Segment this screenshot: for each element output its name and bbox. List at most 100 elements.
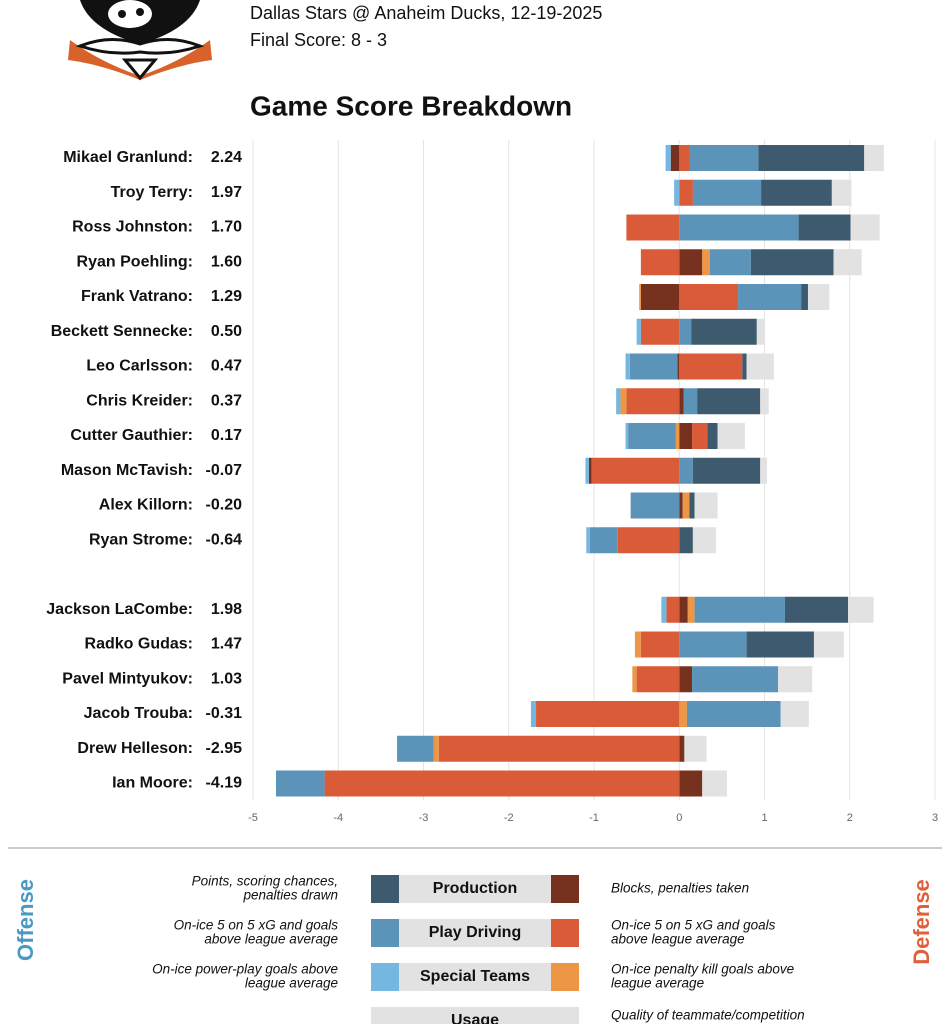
bar-segment	[798, 214, 851, 241]
offense-note: above league average	[204, 932, 338, 947]
game-score: -0.64	[206, 531, 243, 548]
bar-segment	[683, 388, 698, 415]
player-name: Ian Moore:	[112, 775, 193, 792]
bar-segment	[687, 596, 695, 623]
bar-segment	[848, 596, 874, 623]
defense-note: On-ice penalty kill goals above	[611, 962, 794, 977]
game-score: -4.19	[206, 775, 243, 792]
game-score: 1.60	[211, 253, 242, 270]
matchup: Dallas Stars @ Anaheim Ducks, 12-19-2025	[250, 3, 602, 23]
bar-segment	[630, 492, 680, 519]
offense-note: penalties drawn	[242, 888, 338, 903]
player-name: Troy Terry:	[111, 184, 193, 201]
bar-segment	[760, 388, 769, 415]
bar-segment	[666, 596, 680, 623]
legend-label-box	[371, 1007, 579, 1024]
x-tick-label: -3	[419, 812, 429, 824]
legend-label-box	[399, 919, 551, 947]
bar-segment	[679, 179, 693, 206]
bar-segment	[689, 145, 759, 171]
player-name: Leo Carlsson:	[86, 358, 193, 375]
bar-segment	[738, 284, 802, 310]
x-tick-label: -2	[504, 812, 514, 824]
legend-swatch	[551, 875, 579, 903]
legend-swatch	[551, 963, 579, 991]
bar-segment	[628, 423, 676, 449]
game-score: -2.95	[206, 740, 243, 757]
defense-note: above league average	[611, 932, 745, 947]
bar-segment	[276, 770, 325, 797]
bar-segment	[761, 179, 832, 206]
player-name: Mason McTavish:	[61, 462, 193, 479]
bar-segment	[433, 735, 439, 762]
x-tick-label: -4	[333, 812, 343, 824]
bar-segment	[679, 423, 693, 449]
legend-swatch	[371, 875, 399, 903]
bar-segment	[702, 249, 710, 276]
bar-segment	[616, 388, 621, 415]
bar-segment	[536, 701, 680, 727]
player-name: Radko Gudas:	[85, 636, 193, 653]
legend-label-box	[399, 963, 551, 991]
bar-segment	[694, 596, 785, 623]
bar-segment	[625, 423, 629, 449]
player-name: Beckett Sennecke:	[51, 323, 193, 340]
bar-segment	[634, 631, 641, 658]
player-name: Chris Kreider:	[86, 392, 193, 409]
offense-note: On-ice 5 on 5 xG and goals	[174, 918, 339, 933]
bar-segment	[692, 457, 761, 484]
bar-segment	[679, 596, 688, 623]
bar-segment	[675, 423, 680, 449]
game-score: 2.24	[211, 149, 242, 166]
game-score: 1.03	[211, 670, 242, 687]
player-name: Ross Johnston:	[72, 219, 193, 236]
x-tick-label: -1	[589, 812, 599, 824]
bar-segment	[679, 701, 687, 727]
game-score: 0.37	[211, 392, 242, 409]
legend-swatch	[371, 963, 399, 991]
bar-segment	[679, 735, 685, 762]
bar-segment	[679, 770, 703, 797]
bar-segment	[850, 214, 880, 241]
bar-segment	[679, 284, 739, 310]
bar-segment	[632, 666, 637, 693]
bar-segment	[679, 631, 747, 658]
x-tick-label: 0	[676, 812, 682, 824]
player-name: Alex Killorn:	[99, 497, 193, 514]
x-tick-label: 2	[847, 812, 853, 824]
bar-segment	[617, 527, 680, 554]
bar-segment	[438, 735, 680, 762]
game-score: 1.47	[211, 636, 242, 653]
bar-segment	[679, 318, 692, 345]
game-score: 1.97	[211, 184, 242, 201]
bar-segment	[324, 770, 680, 797]
bar-segment	[588, 457, 592, 484]
bar-segment	[640, 284, 680, 310]
bar-segment	[760, 457, 768, 484]
player-name: Ryan Strome:	[89, 531, 193, 548]
bar-segment	[626, 388, 680, 415]
chart-title: Game Score Breakdown	[250, 90, 572, 121]
bar-segment	[625, 353, 630, 380]
bar-segment	[661, 596, 667, 623]
game-score: 0.47	[211, 358, 242, 375]
bar-segment	[742, 353, 747, 380]
legend-label: Special Teams	[420, 968, 530, 985]
bar-segment	[684, 735, 707, 762]
defense-title: Defense	[909, 879, 934, 965]
bar-segment	[620, 388, 627, 415]
legend-label: Play Driving	[429, 924, 521, 941]
bar-segment	[691, 318, 757, 345]
bar-segment	[679, 388, 684, 415]
game-score: 1.98	[211, 601, 242, 618]
bar-segment	[585, 457, 589, 484]
bar-segment	[780, 701, 809, 727]
bar-segment	[692, 666, 779, 693]
bar-segment	[864, 145, 884, 171]
team-logo	[68, 0, 212, 81]
player-name: Mikael Granlund:	[63, 149, 193, 166]
offense-note: league average	[245, 976, 338, 991]
player-name: Pavel Mintyukov:	[62, 670, 193, 687]
game-score: -0.20	[206, 497, 243, 514]
